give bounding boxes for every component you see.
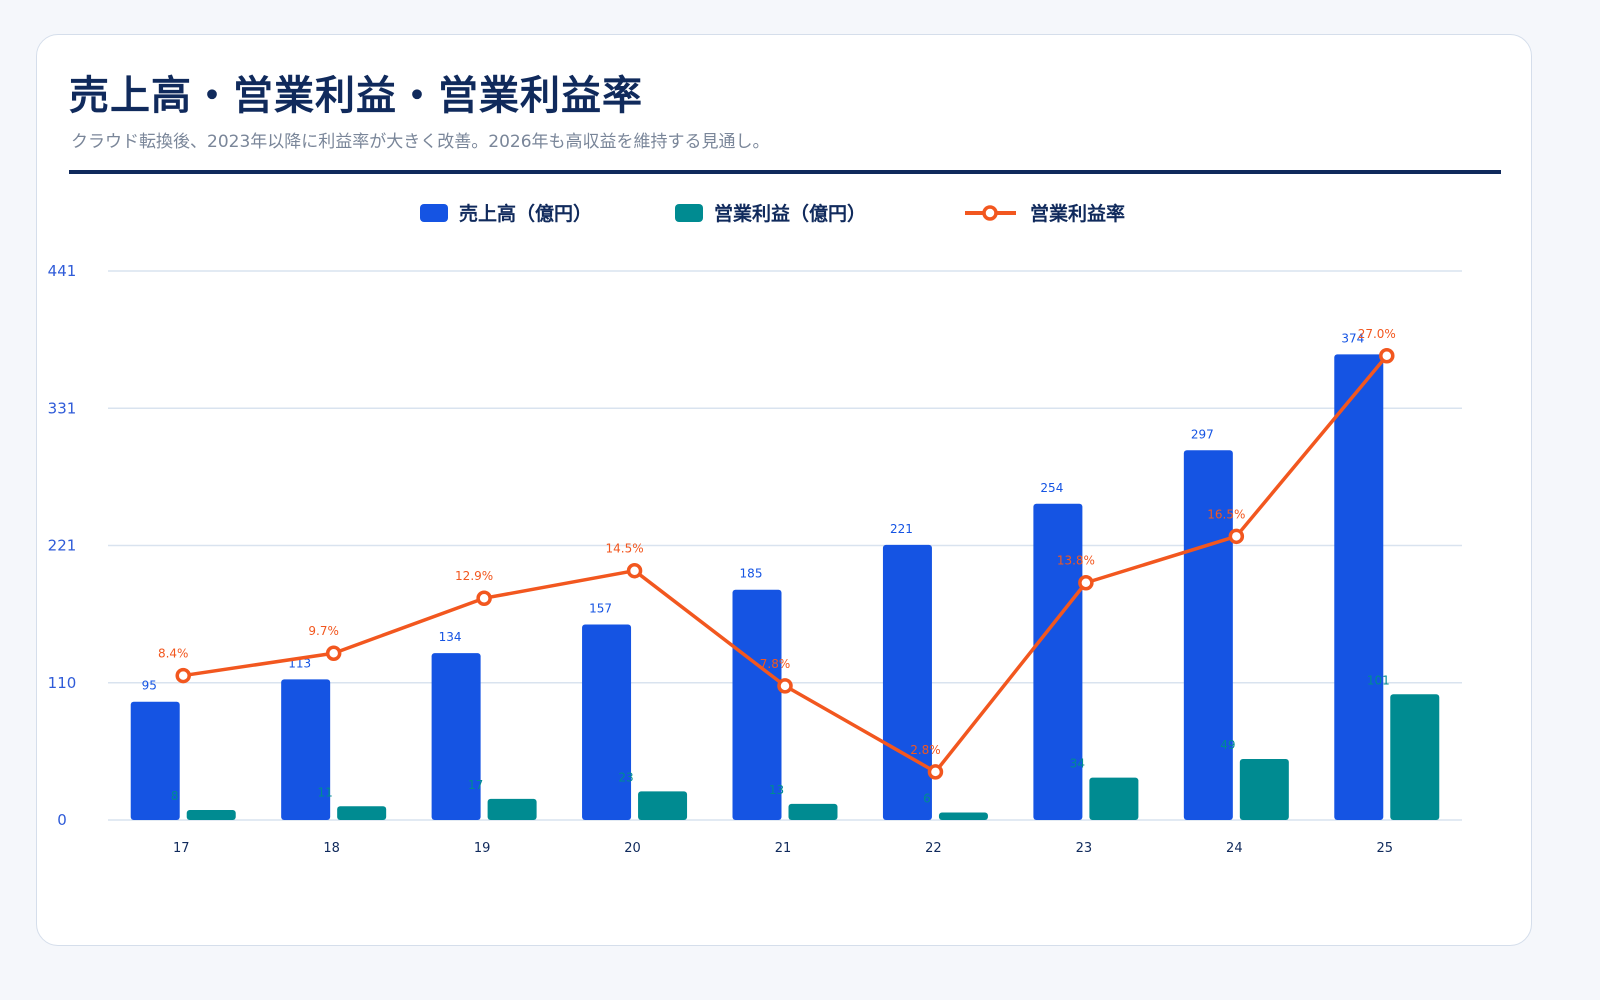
revenue-bar bbox=[882, 544, 932, 820]
revenue-value-label: 297 bbox=[1191, 427, 1214, 441]
legend-swatch-revenue bbox=[420, 204, 448, 222]
margin-point bbox=[1379, 348, 1395, 364]
margin-value-label: 14.5% bbox=[605, 542, 643, 556]
x-tick-label: 25 bbox=[1377, 841, 1394, 856]
x-tick-label: 17 bbox=[173, 841, 190, 856]
x-tick-label: 20 bbox=[624, 841, 641, 856]
operating-profit-bar bbox=[938, 812, 988, 820]
revenue-value-label: 157 bbox=[589, 602, 612, 616]
margin-point bbox=[626, 562, 643, 579]
revenue-value-label: 134 bbox=[439, 630, 462, 644]
x-tick-label: 18 bbox=[323, 841, 340, 856]
revenue-bar bbox=[732, 589, 782, 820]
bars bbox=[130, 354, 1440, 820]
operating-profit-value-label: 49 bbox=[1220, 738, 1235, 752]
margin-point bbox=[476, 590, 492, 606]
margin-value-label: 27.0% bbox=[1358, 327, 1396, 341]
revenue-bar bbox=[1033, 503, 1083, 820]
margin-value-label: 2.8% bbox=[910, 743, 941, 757]
margin-value-label: 13.8% bbox=[1057, 554, 1095, 568]
title-divider bbox=[69, 170, 1501, 174]
revenue-bar bbox=[281, 679, 331, 820]
margin-point bbox=[1078, 574, 1094, 591]
operating-profit-bar bbox=[638, 791, 688, 820]
revenue-bar bbox=[1334, 354, 1384, 820]
x-axis: 17 18 19 20 21 22 23 24 25 bbox=[173, 841, 1393, 856]
margin-point bbox=[927, 764, 944, 780]
operating-profit-value-label: 11 bbox=[318, 785, 333, 799]
margin-value-label: 7.8% bbox=[760, 657, 791, 671]
y-tick-label: 441 bbox=[48, 262, 77, 280]
operating-profit-value-label: 23 bbox=[618, 770, 633, 784]
operating-profit-value-label: 6 bbox=[923, 792, 931, 806]
x-tick-label: 21 bbox=[775, 841, 792, 856]
x-tick-label: 19 bbox=[474, 841, 491, 856]
legend-label-operating-profit: 営業利益（億円） bbox=[714, 202, 866, 225]
margin-point bbox=[175, 667, 191, 684]
operating-profit-bar bbox=[1390, 694, 1440, 820]
page-title: 売上高・営業利益・営業利益率 bbox=[69, 73, 643, 119]
legend-item-operating-profit[interactable]: 営業利益（億円） bbox=[675, 202, 866, 225]
margin-value-label: 8.4% bbox=[158, 647, 189, 661]
revenue-bar bbox=[130, 701, 180, 820]
margin-line: 8.4% 9.7% 12.9% 14.5% 7.8% 2.8% 13.8% 16.5% 27.0… bbox=[158, 327, 1396, 780]
y-tick-label: 331 bbox=[48, 399, 77, 417]
margin-point bbox=[777, 678, 793, 694]
legend: 売上高（億円） 営業利益（億円） 営業利益率 bbox=[420, 202, 1125, 225]
revenue-bar bbox=[1183, 450, 1233, 820]
operating-profit-bar bbox=[186, 810, 236, 820]
operating-profit-value-label: 34 bbox=[1070, 757, 1085, 771]
margin-point bbox=[325, 645, 342, 661]
revenue-bar bbox=[582, 624, 632, 820]
x-tick-label: 22 bbox=[925, 841, 942, 856]
operating-profit-value-label: 13 bbox=[769, 783, 784, 797]
revenue-value-label: 95 bbox=[142, 679, 157, 693]
operating-profit-bar bbox=[1089, 777, 1139, 820]
legend-item-margin[interactable]: 営業利益率 bbox=[965, 202, 1125, 225]
legend-item-revenue[interactable]: 売上高（億円） bbox=[420, 202, 592, 225]
legend-swatch-operating-profit bbox=[675, 204, 703, 222]
operating-profit-bar bbox=[337, 806, 387, 820]
margin-value-label: 12.9% bbox=[455, 569, 493, 583]
margin-value-label: 16.5% bbox=[1207, 507, 1245, 521]
revenue-value-label: 254 bbox=[1040, 481, 1063, 495]
operating-profit-bar bbox=[788, 803, 838, 820]
revenue-bar bbox=[431, 653, 481, 820]
legend-marker-margin bbox=[982, 205, 998, 221]
y-tick-label: 221 bbox=[48, 537, 77, 555]
x-tick-label: 23 bbox=[1076, 841, 1093, 856]
x-tick-label: 24 bbox=[1226, 841, 1243, 856]
operating-profit-value-label: 8 bbox=[171, 789, 179, 803]
margin-point bbox=[1228, 528, 1245, 545]
y-axis: 0 110 221 331 441 bbox=[48, 262, 77, 829]
y-tick-label: 110 bbox=[48, 674, 77, 692]
page-subtitle: クラウド転換後、2023年以降に利益率が大きく改善。2026年も高収益を維持する… bbox=[71, 132, 770, 152]
legend-label-revenue: 売上高（億円） bbox=[459, 202, 592, 225]
operating-profit-value-label: 101 bbox=[1367, 673, 1390, 687]
margin-value-label: 9.7% bbox=[308, 624, 339, 638]
operating-profit-bar bbox=[487, 798, 537, 820]
revenue-value-label: 185 bbox=[740, 567, 763, 581]
operating-profit-bar bbox=[1239, 759, 1289, 820]
revenue-value-label: 374 bbox=[1341, 331, 1364, 345]
operating-profit-value-label: 17 bbox=[468, 778, 483, 792]
legend-label-margin: 営業利益率 bbox=[1030, 202, 1125, 225]
y-tick-label: 0 bbox=[57, 811, 67, 829]
revenue-value-label: 221 bbox=[890, 522, 913, 536]
